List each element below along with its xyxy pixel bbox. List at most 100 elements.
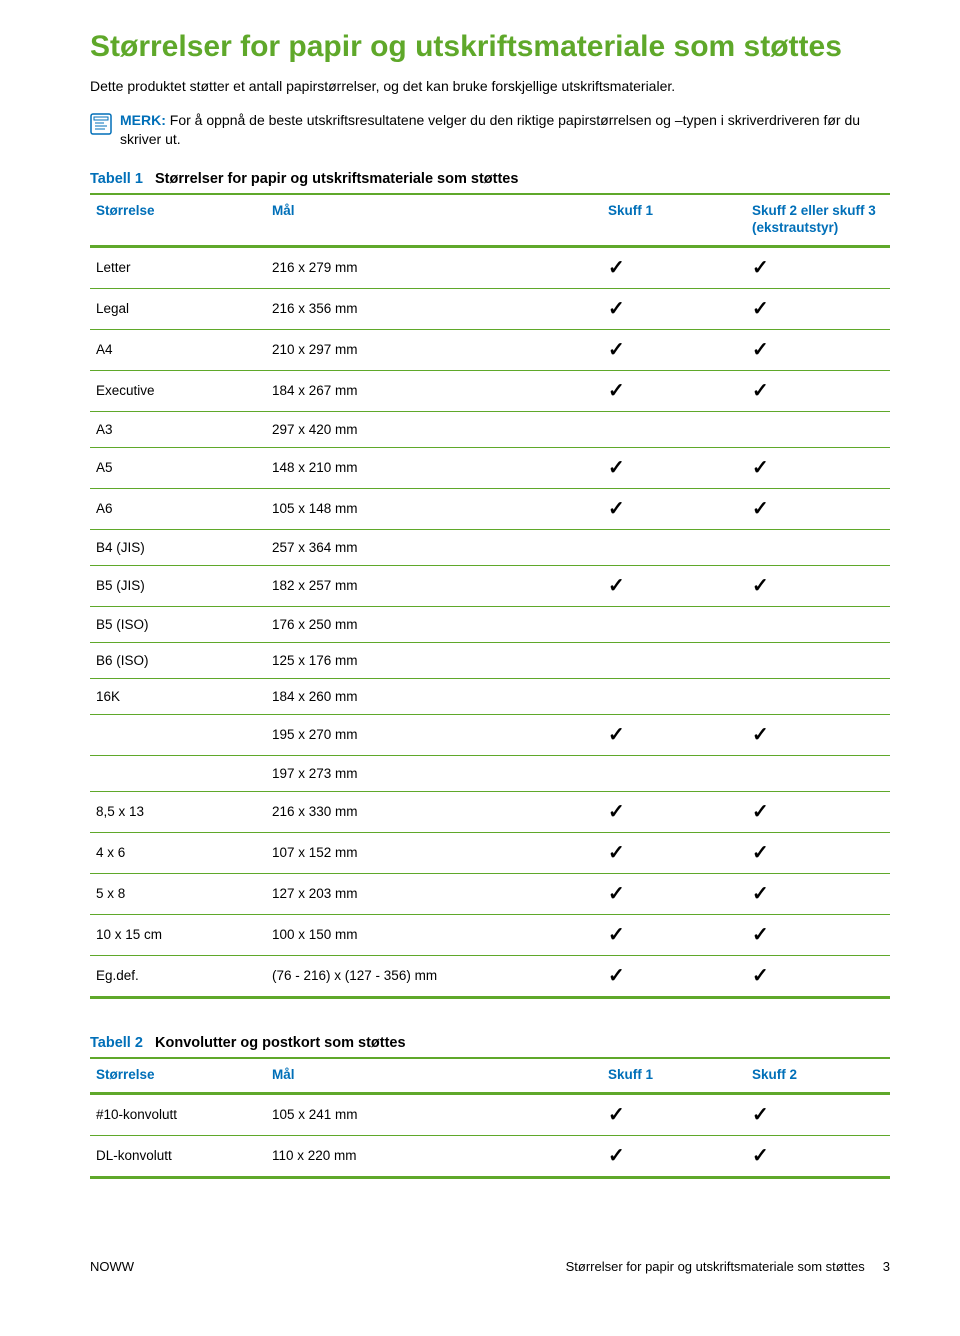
- table2-number: Tabell 2: [90, 1035, 143, 1051]
- table-row: B5 (ISO)176 x 250 mm: [90, 606, 890, 642]
- cell-size: [90, 714, 266, 755]
- table-row: A6105 x 148 mm✓✓: [90, 488, 890, 529]
- table-row: 197 x 273 mm: [90, 755, 890, 791]
- table1-header-dim: Mål: [266, 194, 602, 246]
- note-block: MERK: For å oppnå de beste utskriftsresu…: [90, 111, 890, 149]
- cell-dim: 127 x 203 mm: [266, 873, 602, 914]
- cell-s2: [746, 642, 890, 678]
- check-icon: ✓: [752, 924, 769, 946]
- table1-number: Tabell 1: [90, 171, 143, 187]
- cell-size: 8,5 x 13: [90, 791, 266, 832]
- intro-paragraph: Dette produktet støtter et antall papirs…: [90, 77, 890, 96]
- cell-s1: [602, 755, 746, 791]
- table2-caption: Tabell 2 Konvolutter og postkort som stø…: [90, 1035, 890, 1051]
- cell-s2: [746, 411, 890, 447]
- cell-size: B6 (ISO): [90, 642, 266, 678]
- cell-size: Executive: [90, 370, 266, 411]
- cell-dim: 105 x 148 mm: [266, 488, 602, 529]
- cell-dim: 176 x 250 mm: [266, 606, 602, 642]
- check-icon: ✓: [608, 1104, 625, 1126]
- cell-s2: ✓: [746, 329, 890, 370]
- cell-s1: ✓: [602, 955, 746, 997]
- table2: Størrelse Mål Skuff 1 Skuff 2 #10-konvol…: [90, 1057, 890, 1179]
- check-icon: ✓: [608, 498, 625, 520]
- note-text: MERK: For å oppnå de beste utskriftsresu…: [120, 111, 890, 149]
- cell-dim: 210 x 297 mm: [266, 329, 602, 370]
- table-row: 16K184 x 260 mm: [90, 678, 890, 714]
- cell-size: Letter: [90, 246, 266, 288]
- table1-title: Størrelser for papir og utskriftsmateria…: [155, 171, 518, 187]
- cell-size: 4 x 6: [90, 832, 266, 873]
- cell-s1: ✓: [602, 832, 746, 873]
- cell-dim: 105 x 241 mm: [266, 1093, 602, 1135]
- table1-header-s2: Skuff 2 eller skuff 3 (ekstrautstyr): [746, 194, 890, 246]
- table-row: #10-konvolutt105 x 241 mm✓✓: [90, 1093, 890, 1135]
- table-row: 4 x 6107 x 152 mm✓✓: [90, 832, 890, 873]
- check-icon: ✓: [608, 801, 625, 823]
- cell-dim: 148 x 210 mm: [266, 447, 602, 488]
- cell-s2: ✓: [746, 791, 890, 832]
- check-icon: ✓: [608, 457, 625, 479]
- check-icon: ✓: [752, 883, 769, 905]
- table-row: A5148 x 210 mm ✓ ✓: [90, 447, 890, 488]
- table-row: Letter216 x 279 mm✓✓: [90, 246, 890, 288]
- check-icon: ✓: [608, 924, 625, 946]
- check-icon: ✓: [608, 380, 625, 402]
- cell-s1: ✓: [602, 447, 746, 488]
- page-title: Størrelser for papir og utskriftsmateria…: [90, 30, 890, 65]
- check-icon: ✓: [752, 801, 769, 823]
- cell-s1: [602, 529, 746, 565]
- check-icon: ✓: [608, 575, 625, 597]
- cell-s2: ✓: [746, 488, 890, 529]
- table-row: 195 x 270 mm✓✓: [90, 714, 890, 755]
- check-icon: ✓: [608, 298, 625, 320]
- cell-s1: ✓: [602, 565, 746, 606]
- cell-s2: ✓: [746, 955, 890, 997]
- cell-s2: [746, 678, 890, 714]
- table-row: B6 (ISO)125 x 176 mm: [90, 642, 890, 678]
- cell-dim: 182 x 257 mm: [266, 565, 602, 606]
- cell-s1: ✓: [602, 1135, 746, 1177]
- cell-size: 16K: [90, 678, 266, 714]
- cell-size: B5 (ISO): [90, 606, 266, 642]
- table1-caption: Tabell 1 Størrelser for papir og utskrif…: [90, 171, 890, 187]
- check-icon: ✓: [752, 498, 769, 520]
- check-icon: ✓: [752, 842, 769, 864]
- cell-s1: [602, 606, 746, 642]
- table-row: 8,5 x 13216 x 330 mm ✓ ✓: [90, 791, 890, 832]
- footer-right-text: Størrelser for papir og utskriftsmateria…: [566, 1259, 865, 1274]
- cell-s1: ✓: [602, 370, 746, 411]
- cell-s1: [602, 411, 746, 447]
- cell-dim: 184 x 267 mm: [266, 370, 602, 411]
- check-icon: ✓: [752, 257, 769, 279]
- check-icon: ✓: [608, 1145, 625, 1167]
- cell-dim: 100 x 150 mm: [266, 914, 602, 955]
- table-row: B5 (JIS)182 x 257 mm✓✓: [90, 565, 890, 606]
- cell-s1: [602, 678, 746, 714]
- cell-s2: ✓: [746, 246, 890, 288]
- check-icon: ✓: [752, 1104, 769, 1126]
- footer-page-number: 3: [883, 1259, 890, 1274]
- cell-dim: 216 x 330 mm: [266, 791, 602, 832]
- table1: Størrelse Mål Skuff 1 Skuff 2 eller skuf…: [90, 193, 890, 999]
- cell-s1: ✓: [602, 714, 746, 755]
- cell-s1: ✓: [602, 329, 746, 370]
- footer-right: Størrelser for papir og utskriftsmateria…: [566, 1259, 890, 1274]
- cell-s2: ✓: [746, 370, 890, 411]
- cell-size: A3: [90, 411, 266, 447]
- check-icon: ✓: [608, 883, 625, 905]
- cell-s2: ✓: [746, 1093, 890, 1135]
- cell-size: A5: [90, 447, 266, 488]
- cell-s2: ✓: [746, 447, 890, 488]
- cell-dim: 216 x 356 mm: [266, 288, 602, 329]
- cell-dim: 184 x 260 mm: [266, 678, 602, 714]
- cell-s1: ✓: [602, 488, 746, 529]
- check-icon: ✓: [752, 298, 769, 320]
- cell-dim: 110 x 220 mm: [266, 1135, 602, 1177]
- table-row: B4 (JIS)257 x 364 mm: [90, 529, 890, 565]
- check-icon: ✓: [608, 965, 625, 987]
- check-icon: ✓: [752, 457, 769, 479]
- cell-s2: [746, 606, 890, 642]
- table2-header-row: Størrelse Mål Skuff 1 Skuff 2: [90, 1058, 890, 1093]
- cell-size: DL-konvolutt: [90, 1135, 266, 1177]
